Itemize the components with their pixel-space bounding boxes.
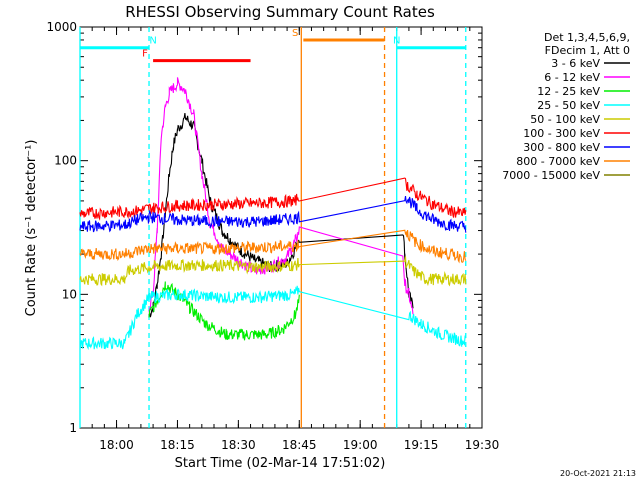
flag-label: F bbox=[142, 49, 148, 60]
legend-entry-label: 800 - 7000 keV bbox=[516, 155, 600, 168]
flag-bars: N NFS bbox=[80, 28, 466, 63]
legend-header: Det 1,3,4,5,6,9, bbox=[544, 31, 630, 44]
series-line bbox=[148, 281, 300, 341]
series-line bbox=[79, 256, 467, 287]
legend-entry-label: 3 - 6 keV bbox=[551, 57, 600, 70]
vertical-markers bbox=[79, 27, 467, 428]
y-tick-label: 1000 bbox=[46, 20, 77, 34]
legend-entry-label: 12 - 25 keV bbox=[537, 85, 600, 98]
legend: Det 1,3,4,5,6,9,FDecim 1, Att 03 - 6 keV… bbox=[502, 31, 630, 182]
legend-entry-label: 100 - 300 keV bbox=[523, 127, 600, 140]
series-line bbox=[148, 77, 414, 315]
legend-entry-label: 300 - 800 keV bbox=[523, 141, 600, 154]
x-tick-label: 18:00 bbox=[99, 438, 134, 452]
series-line bbox=[79, 177, 467, 221]
plot-area: 1 10 100 1000 18:00 18:15 18:30 18:45 19:00 19:15… bbox=[46, 20, 499, 452]
y-tick-label: 10 bbox=[62, 287, 77, 301]
x-tick-label: 18:45 bbox=[282, 438, 317, 452]
flag-label: S bbox=[292, 28, 298, 39]
timestamp: 20-Oct-2021 21:13 bbox=[560, 469, 636, 478]
series-line bbox=[148, 113, 414, 318]
legend-entry-label: 50 - 100 keV bbox=[530, 113, 600, 126]
series-line bbox=[79, 285, 467, 351]
x-axis-label: Start Time (02-Mar-14 17:51:02) bbox=[175, 456, 386, 471]
axis-ticks: 1 10 100 1000 18:00 18:15 18:30 18:45 19:00 19:15… bbox=[46, 20, 499, 452]
legend-header: FDecim 1, Att 0 bbox=[545, 44, 630, 57]
legend-entry-label: 25 - 50 keV bbox=[537, 99, 600, 112]
legend-entry-label: 7000 - 15000 keV bbox=[502, 169, 600, 182]
y-tick-label: 1 bbox=[69, 421, 77, 435]
x-tick-label: 18:30 bbox=[221, 438, 256, 452]
x-tick-label: 19:15 bbox=[404, 438, 439, 452]
series-line bbox=[79, 229, 467, 264]
series-line bbox=[79, 196, 467, 233]
x-tick-label: 18:15 bbox=[160, 438, 195, 452]
x-tick-label: 19:00 bbox=[343, 438, 378, 452]
x-tick-label: 19:30 bbox=[465, 438, 500, 452]
flag-label: N bbox=[393, 36, 400, 47]
y-tick-label: 100 bbox=[54, 154, 77, 168]
legend-entry-label: 6 - 12 keV bbox=[544, 71, 600, 84]
chart-title: RHESSI Observing Summary Count Rates bbox=[125, 3, 435, 21]
flag-label: N bbox=[149, 36, 156, 47]
data-series bbox=[79, 77, 467, 351]
y-axis-label: Count Rate (s⁻¹ detector⁻¹) bbox=[24, 140, 39, 317]
plot-frame bbox=[79, 26, 483, 429]
